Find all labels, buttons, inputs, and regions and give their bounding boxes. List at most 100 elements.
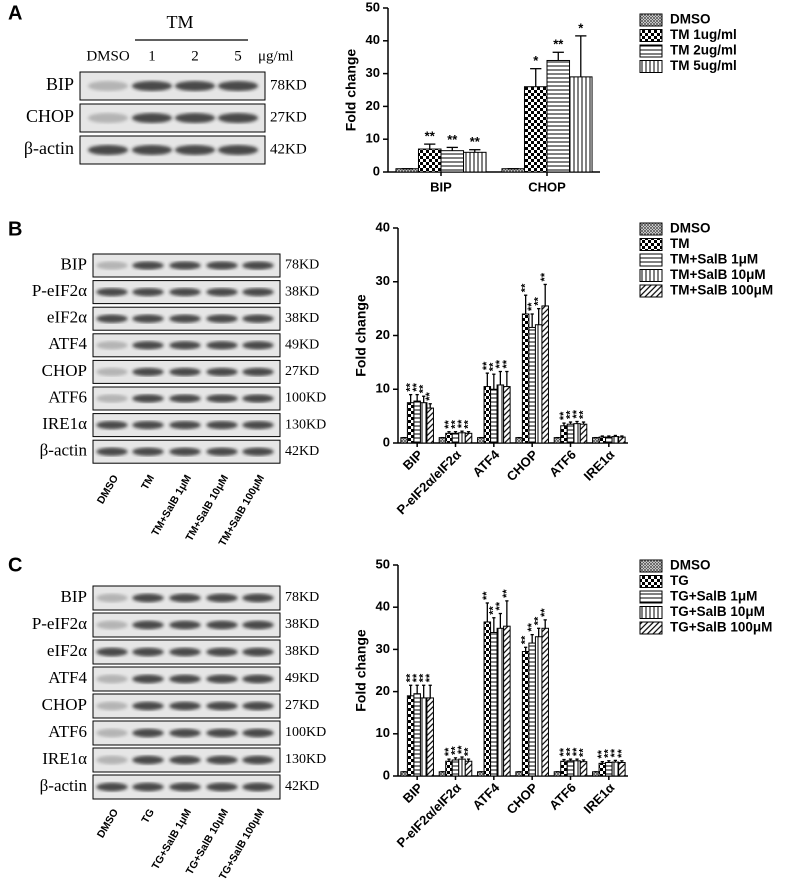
bar: [566, 423, 575, 444]
bar: [490, 388, 498, 444]
legend-swatch: [639, 269, 663, 282]
error-bar: [530, 68, 542, 87]
bar: [560, 760, 568, 777]
bar: [440, 150, 465, 173]
blot-band: [96, 287, 128, 297]
blot-band: [132, 394, 164, 403]
blot-band: [96, 674, 128, 684]
bar: [546, 59, 571, 173]
error-bar: [607, 435, 611, 438]
y-tick-label: 40: [376, 219, 390, 234]
error-bar: [575, 758, 579, 761]
lane-label: DMSO: [95, 807, 121, 840]
size-label: 130KD: [285, 752, 326, 767]
legend-swatch: [639, 44, 663, 58]
size-label: 42KD: [285, 779, 319, 794]
blot-band: [96, 728, 128, 738]
blot-band: [169, 647, 201, 657]
bar: [483, 386, 492, 444]
x-tick-label: CHOP: [504, 780, 541, 817]
lane-label: 2: [191, 48, 199, 64]
bar: [503, 386, 511, 444]
bar: [406, 402, 415, 444]
blot-band: [242, 341, 274, 350]
error-bar: [575, 35, 587, 77]
bar: [579, 761, 588, 777]
y-tick-label: 40: [376, 599, 390, 614]
blot-band: [131, 112, 173, 124]
legend-label: TG+SalB 100μM: [670, 620, 772, 635]
blot-band: [206, 593, 238, 603]
bar: [573, 760, 581, 777]
legend-label: TG: [670, 573, 689, 588]
blot-band: [169, 593, 201, 603]
significance: **: [424, 391, 436, 400]
significance: **: [462, 747, 474, 756]
bar: [413, 400, 421, 444]
bar: [406, 695, 415, 777]
blot-band: [132, 261, 164, 270]
legend-label: TM 2ug/ml: [670, 43, 737, 58]
blot-band: [217, 112, 259, 124]
protein-label: BIP: [61, 254, 87, 273]
significance: **: [488, 362, 500, 371]
error-bar: [552, 51, 564, 61]
blot-band: [132, 287, 164, 297]
error-bar: [446, 146, 458, 151]
size-label: 38KD: [285, 644, 319, 659]
y-tick-label: 20: [376, 327, 390, 342]
bar: [464, 760, 473, 777]
error-bar: [524, 646, 528, 652]
blot-band: [242, 394, 274, 403]
legend-label: TG+SalB 10μM: [670, 604, 765, 619]
significance: **: [577, 748, 589, 757]
blot-band: [169, 701, 201, 711]
size-label: 130KD: [285, 417, 326, 432]
error-bar: [415, 393, 419, 402]
blot-band: [169, 782, 201, 792]
y-tick-label: 10: [376, 725, 390, 740]
blot-band: [169, 420, 201, 430]
bar: [541, 627, 549, 777]
significance: **: [418, 384, 430, 393]
protein-label: ATF4: [48, 334, 87, 353]
size-label: 27KD: [270, 109, 307, 125]
blot-band: [87, 112, 129, 124]
legend-swatch: [639, 238, 663, 251]
blot-band: [132, 447, 164, 456]
size-label: 27KD: [285, 698, 319, 713]
lane-label: TM: [139, 473, 157, 492]
error-bar: [562, 758, 566, 762]
blot-band: [131, 144, 173, 156]
size-label: 49KD: [285, 338, 319, 353]
blot-band: [217, 144, 259, 156]
bar: [503, 625, 511, 777]
significance: **: [405, 673, 417, 682]
protein-label: β-actin: [24, 138, 74, 158]
blot-band: [206, 620, 238, 630]
blot-band: [206, 367, 238, 377]
significance: **: [533, 296, 545, 305]
blot-band: [169, 728, 201, 738]
blot-band: [96, 420, 128, 430]
error-bar: [568, 758, 573, 761]
error-bar: [422, 395, 426, 403]
significance: **: [564, 747, 576, 756]
blot-band: [242, 620, 274, 630]
blot-band: [242, 447, 274, 456]
error-bar: [428, 403, 432, 409]
blot-band: [242, 674, 274, 684]
bar: [419, 402, 428, 444]
significance: **: [494, 359, 506, 368]
blot-band: [206, 261, 238, 270]
error-bar: [600, 435, 604, 438]
error-bar: [415, 684, 419, 694]
error-bar: [524, 294, 528, 314]
x-tick-label: ATF4: [469, 779, 502, 812]
bar: [445, 432, 453, 444]
significance: **: [596, 749, 608, 758]
protein-label: eIF2α: [47, 308, 87, 327]
blot-band: [132, 620, 164, 630]
blot-band: [242, 755, 274, 765]
